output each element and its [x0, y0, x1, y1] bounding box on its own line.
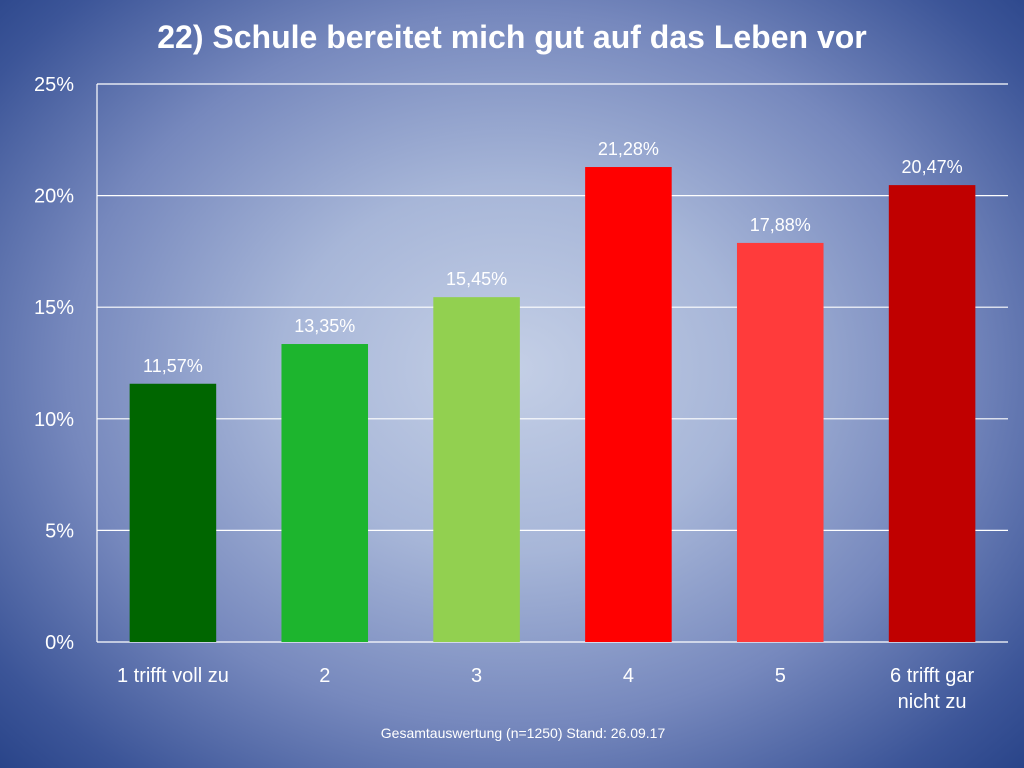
x-category-label-line: 2 [319, 665, 330, 687]
data-label: 15,45% [446, 269, 507, 289]
x-category-label-line: nicht zu [898, 691, 967, 713]
bar [736, 242, 824, 642]
x-axis-category-labels: 1 trifft voll zu 2 3 4 5 6 trifft gar nicht zu [117, 665, 975, 713]
x-category-label-line: 3 [471, 665, 482, 687]
y-tick-label: 10% [34, 409, 74, 431]
bar [585, 167, 672, 642]
chart-title: 22) Schule bereitet mich gut auf das Leb… [157, 19, 867, 55]
x-category-label: 3 [471, 665, 482, 687]
bar [888, 185, 976, 642]
data-label: 20,47% [902, 157, 963, 177]
x-category-label: 5 [775, 665, 786, 687]
bar [433, 297, 520, 642]
data-label: 13,35% [294, 316, 355, 336]
y-tick-label: 5% [45, 520, 74, 542]
y-tick-label: 15% [34, 297, 74, 319]
bar [281, 344, 369, 642]
x-category-label-line: 1 trifft voll zu [117, 665, 229, 687]
y-tick-label: 0% [45, 632, 74, 654]
x-category-label: 2 [319, 665, 330, 687]
data-label: 17,88% [750, 215, 811, 235]
bars [129, 167, 976, 642]
x-category-label: 1 trifft voll zu [117, 665, 229, 687]
y-tick-label: 25% [34, 74, 74, 96]
y-tick-label: 20% [34, 186, 74, 208]
y-axis-tick-labels: 0% 5% 10% 15% 20% 25% [34, 74, 74, 654]
x-category-label-line: 6 trifft gar [890, 665, 974, 687]
chart-footer: Gesamtauswertung (n=1250) Stand: 26.09.1… [381, 725, 666, 741]
data-label: 11,57% [143, 356, 203, 376]
data-labels: 11,57% 13,35% 15,45% 21,28% 17,88% 20,47% [143, 139, 963, 376]
x-category-label: 4 [623, 665, 634, 687]
bar [129, 383, 217, 642]
x-category-label: 6 trifft gar nicht zu [890, 665, 974, 713]
data-label: 21,28% [598, 139, 659, 159]
x-category-label-line: 4 [623, 665, 634, 687]
gridlines [96, 83, 1008, 643]
x-category-label-line: 5 [775, 665, 786, 687]
